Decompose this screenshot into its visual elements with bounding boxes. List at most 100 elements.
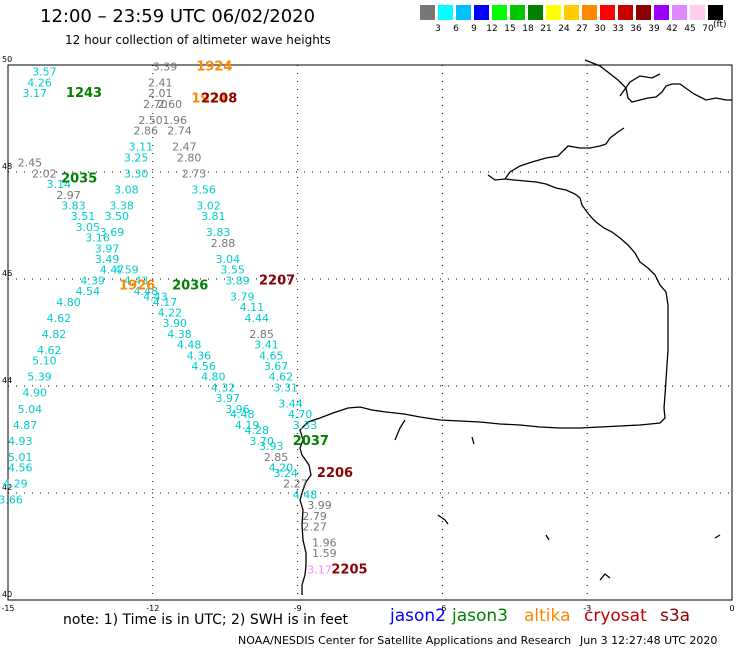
swh-value: 1.96 <box>162 114 187 127</box>
axis-tick-labels: -15 -12 -9 -6 -3 0 50 48 46 44 42 40 <box>1 55 734 613</box>
swh-value: 2.70 <box>143 98 168 111</box>
swh-value: 4.19 <box>235 419 260 432</box>
satellite-s3a: s3a <box>660 606 691 626</box>
x-tick-label: -9 <box>294 604 302 613</box>
legend-swatch <box>456 5 471 20</box>
swh-value: 3.83 <box>206 226 231 239</box>
satellite-cryosat: cryosat <box>584 606 647 626</box>
swh-value: 3.31 <box>273 381 298 394</box>
legend-label: 3 <box>435 24 441 34</box>
legend-swatch <box>582 5 597 20</box>
swh-value: 3.79 <box>230 290 255 303</box>
legend-swatch <box>600 5 615 20</box>
swh-value: 4.62 <box>47 312 72 325</box>
page-title: 12:00 – 23:59 UTC 06/02/2020 <box>40 6 316 27</box>
x-tick-label: 0 <box>729 604 734 613</box>
legend-swatch <box>708 5 723 20</box>
swh-value: 2.80 <box>177 151 202 164</box>
swh-value: 3.14 <box>47 178 72 191</box>
swh-value: 4.93 <box>8 435 33 448</box>
legend-label: 70 <box>702 24 714 34</box>
legend-swatch <box>546 5 561 20</box>
legend-label: 9 <box>471 24 477 34</box>
legend-swatch <box>636 5 651 20</box>
swh-value: 3.55 <box>220 264 245 277</box>
swh-value: 4.38 <box>167 328 192 341</box>
x-tick-label: -15 <box>1 604 14 613</box>
page-subtitle: 12 hour collection of altimeter wave hei… <box>65 33 331 47</box>
swh-value: 2.41 <box>148 76 173 89</box>
swh-value: 3.96 <box>225 403 250 416</box>
swh-value: 4.22 <box>158 306 183 319</box>
swh-value: 5.39 <box>27 371 52 384</box>
swh-value: 3.89 <box>225 274 250 287</box>
swh-value: 3.56 <box>191 183 216 196</box>
swh-value: 4.56 <box>8 462 33 475</box>
swh-value: 4.48 <box>177 339 202 352</box>
swh-value: 4.56 <box>191 360 216 373</box>
legend-swatch <box>654 5 669 20</box>
swh-value: 3.39 <box>153 60 178 73</box>
swh-value: 4.36 <box>187 349 212 362</box>
swh-value: 5.04 <box>18 403 43 416</box>
pass-time-label: 2037 <box>293 434 329 449</box>
legend-swatch <box>528 5 543 20</box>
swh-value: 4.43 <box>143 290 168 303</box>
swh-value: 2.73 <box>182 167 207 180</box>
swh-value: 3.38 <box>109 199 134 212</box>
swh-value: 2.86 <box>133 125 158 138</box>
swh-value: 4.80 <box>201 371 226 384</box>
y-tick-label: 40 <box>2 590 12 599</box>
x-tick-label: -6 <box>438 604 446 613</box>
swh-value: 3.70 <box>249 435 273 448</box>
swh-value: 4.82 <box>42 328 67 341</box>
y-tick-label: 42 <box>2 483 12 492</box>
swh-value: 4.20 <box>269 462 294 475</box>
legend-swatch <box>564 5 579 20</box>
y-tick-label: 46 <box>2 269 12 278</box>
legend-label: 27 <box>576 24 588 34</box>
swh-value: 4.32 <box>211 381 236 394</box>
swh-value: 4.39 <box>80 274 105 287</box>
swh-observations: 3.574.263.172.452.023.142.973.833.513.05… <box>0 60 337 576</box>
swh-value: 4.29 <box>3 478 28 491</box>
legend-swatch <box>618 5 633 20</box>
legend-label: 18 <box>522 24 534 34</box>
swh-value: 3.17 <box>307 563 332 576</box>
legend-label: 15 <box>504 24 516 34</box>
legend-swatch <box>492 5 507 20</box>
swh-value: 4.59 <box>114 264 139 277</box>
swh-value: 4.44 <box>245 312 269 325</box>
swh-value: 3.04 <box>216 253 241 266</box>
satellite-jason2: jason2 <box>390 606 446 626</box>
legend-label: 6 <box>453 24 459 34</box>
swh-value: 4.11 <box>240 301 265 314</box>
swh-value: 2.27 <box>283 478 308 491</box>
legend-label: 39 <box>648 24 660 34</box>
y-tick-label: 50 <box>2 55 12 64</box>
legend-label: 24 <box>558 24 570 34</box>
credit-timestamp: Jun 3 12:27:48 UTC 2020 <box>580 634 718 647</box>
swh-value: 1.59 <box>312 547 337 560</box>
legend-swatch <box>510 5 525 20</box>
swh-value: 3.51 <box>71 210 96 223</box>
pass-time-label: 2036 <box>172 279 208 294</box>
swh-value: 4.48 <box>293 488 318 501</box>
swh-value: 3.33 <box>293 419 318 432</box>
swh-value: 4.48 <box>133 285 158 298</box>
swh-value: 3.16 <box>85 232 110 245</box>
pass-time-label: 1243 <box>66 86 102 101</box>
swh-value: 3.93 <box>259 440 284 453</box>
swh-value: 3.41 <box>254 339 279 352</box>
pass-time-label: 1926 <box>119 279 155 294</box>
x-tick-label: -12 <box>146 604 159 613</box>
swh-value: 3.67 <box>264 360 289 373</box>
swh-value: 2.50 <box>138 114 163 127</box>
swh-value: 3.08 <box>114 183 139 196</box>
swh-value: 3.17 <box>22 87 47 100</box>
swh-value: 4.47 <box>100 264 125 277</box>
swh-value: 2.85 <box>249 328 273 341</box>
satellite-jason3: jason3 <box>452 606 508 626</box>
x-tick-label: -3 <box>583 604 591 613</box>
